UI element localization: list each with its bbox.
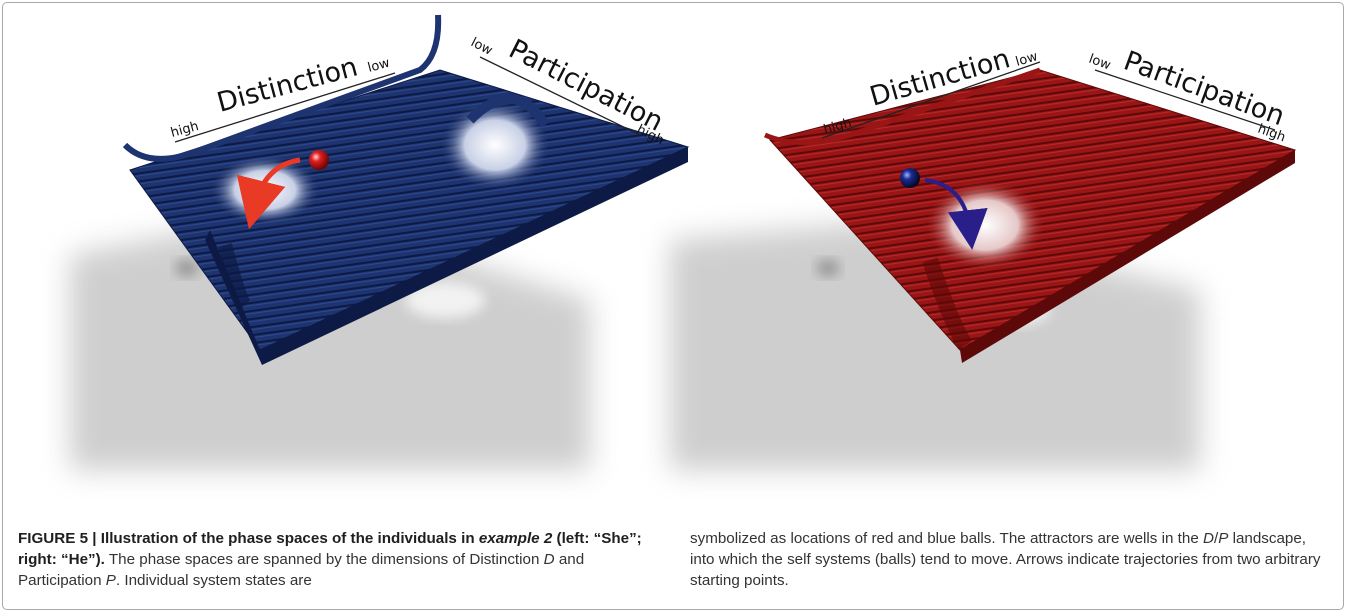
left-participation-axis: [479, 56, 641, 136]
left-well-participation: [440, 100, 550, 190]
left-low-d: low: [366, 56, 392, 76]
left-trajectory-arrow: [236, 157, 301, 230]
figure-title-italic: example 2: [478, 530, 553, 547]
left-shadow-well: [405, 282, 485, 318]
left-low-p: low: [468, 35, 495, 59]
right-trajectory-arrow: [924, 178, 988, 250]
right-well-curtain: [922, 257, 972, 350]
figure-number: FIGURE 5: [18, 530, 89, 547]
caption-left-var-d: D: [543, 551, 555, 568]
caption-right-text2: landscape, into which the self systems (…: [690, 530, 1321, 589]
figure-separator: |: [88, 530, 101, 547]
left-well-curtain: [218, 243, 251, 310]
left-hump: [466, 93, 550, 128]
caption-right-var-d: D: [1203, 530, 1214, 547]
left-distinction-axis: [174, 72, 396, 143]
right-well: [925, 180, 1045, 270]
right-panel: Distinction high low Participation low h…: [670, 43, 1297, 470]
caption-left-column: FIGURE 5 | Illustration of the phase spa…: [18, 528, 666, 591]
left-surface-shadow: [70, 210, 590, 470]
caption-right-var-p: P: [1218, 530, 1229, 547]
caption-right-slash: /: [1213, 530, 1219, 547]
caption-left-text2: and Participation: [18, 551, 585, 589]
left-shadow-ball: [175, 259, 199, 277]
caption-right-text1: symbolized as locations of red and blue …: [690, 530, 1203, 547]
left-high-d: high: [169, 119, 200, 141]
caption-right-column: symbolized as locations of red and blue …: [690, 528, 1330, 591]
left-raised-edge: [122, 14, 442, 162]
caption-left-text1: The phase spaces are spanned by the dime…: [104, 551, 544, 568]
left-panel: Distinction high low Participation low h…: [70, 14, 690, 470]
left-ball: [309, 150, 329, 170]
figure-title-part1: Illustration of the phase spaces of the …: [100, 530, 479, 547]
right-participation-axis: [1094, 69, 1276, 131]
figure-title-part2: (left: “She”; right: “He”).: [18, 530, 642, 568]
caption-left-text3: . Individual system states are: [115, 572, 312, 589]
caption-left-var-p: P: [105, 572, 116, 589]
right-shadow-ball: [816, 259, 840, 277]
figure-illustration: Distinction high low Participation low h…: [70, 14, 1297, 470]
right-low-d: low: [1014, 49, 1040, 70]
right-raised-edge: [764, 67, 1041, 145]
right-low-p: low: [1087, 52, 1113, 74]
right-distinction-axis: [821, 61, 1041, 139]
right-front-wall: [960, 150, 1295, 363]
left-front-wall: [205, 147, 688, 365]
right-ball: [900, 168, 920, 188]
left-well-distinction: [210, 155, 320, 225]
